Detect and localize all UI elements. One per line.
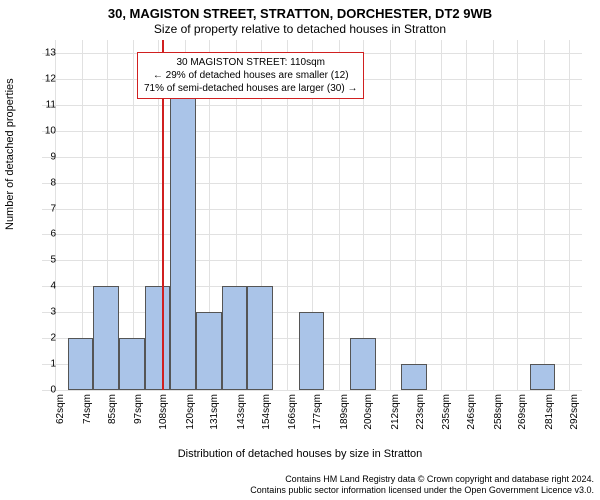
histogram-bar (247, 286, 273, 390)
histogram-bar (222, 286, 248, 390)
histogram-bar (299, 312, 325, 390)
gridline-v (517, 40, 518, 390)
histogram-bar (350, 338, 376, 390)
y-tick-label: 8 (26, 177, 56, 188)
x-tick-label: 131sqm (209, 394, 220, 434)
y-tick-label: 6 (26, 229, 56, 240)
x-tick-label: 235sqm (441, 394, 452, 434)
gridline-v (493, 40, 494, 390)
histogram-bar (68, 338, 94, 390)
y-tick-label: 13 (26, 47, 56, 58)
y-tick-label: 0 (26, 385, 56, 396)
title-line2: Size of property relative to detached ho… (0, 22, 600, 36)
histogram-bar (119, 338, 145, 390)
y-axis-label: Number of detached properties (4, 78, 16, 230)
chart-container: 30, MAGISTON STREET, STRATTON, DORCHESTE… (0, 0, 600, 500)
annotation-box: 30 MAGISTON STREET: 110sqm ← 29% of deta… (137, 52, 364, 99)
histogram-bar (401, 364, 427, 390)
gridline-v (390, 40, 391, 390)
x-tick-label: 166sqm (287, 394, 298, 434)
annotation-line2: ← 29% of detached houses are smaller (12… (144, 69, 357, 82)
histogram-bar (145, 286, 171, 390)
x-tick-label: 154sqm (261, 394, 272, 434)
x-tick-label: 281sqm (544, 394, 555, 434)
x-tick-label: 74sqm (82, 394, 93, 434)
x-tick-label: 108sqm (158, 394, 169, 434)
x-tick-label: 97sqm (133, 394, 144, 434)
x-tick-label: 269sqm (517, 394, 528, 434)
histogram-bar (530, 364, 556, 390)
title-line1: 30, MAGISTON STREET, STRATTON, DORCHESTE… (0, 6, 600, 21)
gridline-v (441, 40, 442, 390)
histogram-bar (170, 79, 196, 390)
x-tick-label: 85sqm (107, 394, 118, 434)
x-tick-label: 143sqm (236, 394, 247, 434)
histogram-bar (93, 286, 119, 390)
x-tick-label: 200sqm (363, 394, 374, 434)
y-tick-label: 7 (26, 203, 56, 214)
annotation-line1: 30 MAGISTON STREET: 110sqm (144, 56, 357, 69)
gridline-v (415, 40, 416, 390)
y-tick-label: 11 (26, 99, 56, 110)
y-tick-label: 3 (26, 307, 56, 318)
attribution-line2: Contains public sector information licen… (250, 485, 594, 496)
attribution-line1: Contains HM Land Registry data © Crown c… (250, 474, 594, 485)
x-tick-label: 258sqm (493, 394, 504, 434)
y-tick-label: 1 (26, 359, 56, 370)
x-tick-label: 292sqm (569, 394, 580, 434)
y-tick-label: 2 (26, 333, 56, 344)
annotation-line3: 71% of semi-detached houses are larger (… (144, 82, 357, 95)
gridline-v (569, 40, 570, 390)
x-tick-label: 212sqm (390, 394, 401, 434)
y-tick-label: 9 (26, 151, 56, 162)
y-tick-label: 5 (26, 255, 56, 266)
x-tick-label: 177sqm (312, 394, 323, 434)
x-tick-label: 62sqm (55, 394, 66, 434)
gridline-v (466, 40, 467, 390)
gridline-h (42, 390, 582, 391)
y-tick-label: 4 (26, 281, 56, 292)
y-tick-label: 10 (26, 125, 56, 136)
attribution: Contains HM Land Registry data © Crown c… (250, 474, 594, 496)
plot-area: 30 MAGISTON STREET: 110sqm ← 29% of deta… (42, 40, 582, 390)
x-tick-label: 223sqm (415, 394, 426, 434)
x-tick-label: 246sqm (466, 394, 477, 434)
x-tick-label: 120sqm (185, 394, 196, 434)
gridline-v (544, 40, 545, 390)
y-tick-label: 12 (26, 73, 56, 84)
x-axis-label: Distribution of detached houses by size … (0, 448, 600, 460)
x-tick-label: 189sqm (339, 394, 350, 434)
histogram-bar (196, 312, 222, 390)
